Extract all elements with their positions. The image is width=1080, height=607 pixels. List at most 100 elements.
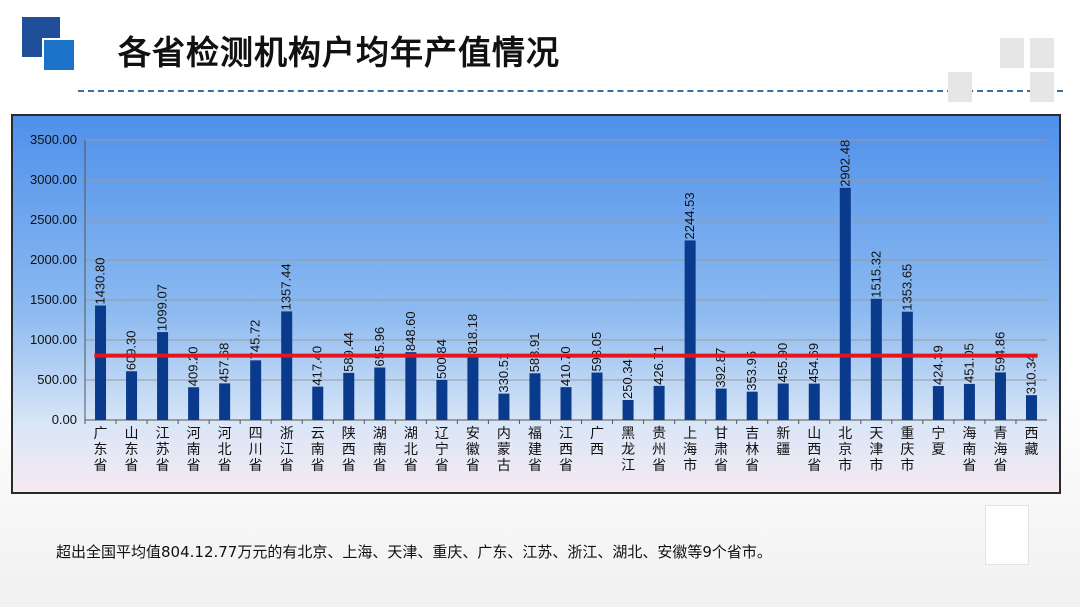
x-tick-label: 贵州省 [652, 426, 666, 474]
y-tick-label: 2500.00 [30, 212, 77, 227]
bar [250, 360, 262, 420]
x-tick-label: 黑龙江 [621, 426, 635, 474]
y-tick-label: 1000.00 [30, 332, 77, 347]
x-tick-label: 湖北省 [404, 426, 418, 474]
x-tick-label: 浙江省 [280, 426, 294, 474]
x-tick-label: 天津市 [869, 426, 883, 474]
data-label: 745.72 [248, 320, 263, 360]
bar [436, 379, 448, 420]
y-tick-label: 3500.00 [30, 132, 77, 147]
x-tick-label: 山西省 [807, 426, 821, 474]
bar [715, 388, 727, 420]
x-tick-label: 青海省 [993, 426, 1007, 474]
data-label: 2244.53 [682, 192, 697, 239]
x-tick-label: 海南省 [962, 426, 976, 474]
data-label: 583.91 [527, 333, 542, 373]
data-label: 417.40 [310, 346, 325, 386]
data-label: 353.95 [744, 351, 759, 391]
bar [467, 354, 479, 420]
bar [405, 352, 417, 420]
data-label: 454.69 [806, 343, 821, 383]
y-tick-label: 1500.00 [30, 292, 77, 307]
x-tick-label: 河南省 [187, 426, 201, 474]
x-tick-label: 辽宁省 [435, 426, 449, 474]
decor-block [1000, 38, 1024, 68]
chart-area: 0.00 500.00 1000.00 1500.00 2000.00 2500.00 30… [11, 114, 1061, 494]
bar [994, 372, 1006, 420]
x-tick-label: 江苏省 [156, 426, 170, 474]
bar [684, 240, 696, 420]
bar [622, 399, 634, 420]
decor-block [948, 72, 972, 102]
x-tick-label: 陕西省 [342, 426, 356, 474]
x-tick-label: 安徽省 [466, 426, 480, 474]
bar [157, 332, 169, 420]
data-label: 655.96 [372, 327, 387, 367]
bar [963, 383, 975, 420]
bar [870, 298, 882, 420]
bar [746, 391, 758, 420]
data-label: 455.90 [775, 343, 790, 383]
bar-chart: 0.00 500.00 1000.00 1500.00 2000.00 2500.00 30… [30, 132, 1047, 474]
bar [281, 311, 293, 420]
data-label: 457.68 [217, 343, 232, 383]
decor-floor-panel [985, 505, 1029, 565]
bar [498, 393, 510, 420]
data-label: 1430.80 [93, 258, 108, 305]
data-label: 818.18 [465, 314, 480, 354]
x-tick-label: 广东省 [94, 426, 108, 474]
data-label: 409.20 [186, 346, 201, 386]
x-tick-label: 四川省 [249, 426, 263, 474]
x-tick-label: 内蒙古 [497, 426, 511, 474]
data-label: 410.70 [558, 346, 573, 386]
data-label: 426.71 [651, 345, 666, 385]
x-tick-label: 北京市 [838, 426, 852, 474]
decor-block [1030, 72, 1054, 102]
data-label: 250.34 [620, 359, 635, 399]
x-tick-label: 吉林省 [745, 426, 759, 474]
bar [808, 383, 820, 420]
data-label: 1515.32 [868, 251, 883, 298]
x-tick-label: 西藏 [1024, 426, 1038, 458]
bar [932, 386, 944, 420]
bar [126, 371, 138, 420]
page-title: 各省检测机构户均年产值情况 [118, 33, 560, 72]
x-tick-label: 重庆市 [900, 426, 914, 474]
x-tick-label: 山东省 [125, 426, 139, 474]
bar [560, 387, 572, 420]
bar [901, 311, 913, 420]
data-label: 593.05 [589, 332, 604, 372]
data-label: 392.87 [713, 348, 728, 388]
y-tick-label: 500.00 [37, 372, 77, 387]
data-label: 609.30 [124, 330, 139, 370]
bar [188, 387, 200, 420]
bar [343, 372, 355, 420]
title-divider [78, 90, 1063, 92]
x-tick-label: 宁夏 [931, 425, 945, 458]
x-tick-label: 江西省 [559, 426, 573, 474]
bar [839, 187, 851, 420]
data-label: 2902.48 [837, 140, 852, 187]
data-label: 451.05 [961, 343, 976, 383]
bar [529, 373, 541, 420]
bar [312, 386, 324, 420]
bar [777, 383, 789, 420]
data-label: 1353.65 [899, 264, 914, 311]
data-label: 848.60 [403, 311, 418, 351]
x-tick-label: 甘肃省 [714, 426, 728, 474]
x-tick-label: 广西 [590, 426, 604, 458]
bar [219, 383, 231, 420]
bar [374, 367, 386, 420]
data-label: 330.51 [496, 353, 511, 393]
logo-light-square [42, 38, 76, 72]
data-label: 1357.44 [279, 263, 294, 310]
data-label: 424.39 [930, 345, 945, 385]
y-tick-label: 2000.00 [30, 252, 77, 267]
x-tick-label: 福建省 [528, 426, 542, 474]
bar [653, 385, 665, 420]
bar [95, 305, 107, 420]
data-label: 589.44 [341, 332, 356, 372]
data-label: 500.84 [434, 339, 449, 379]
bar [591, 372, 603, 420]
x-tick-label: 上海市 [683, 426, 697, 474]
